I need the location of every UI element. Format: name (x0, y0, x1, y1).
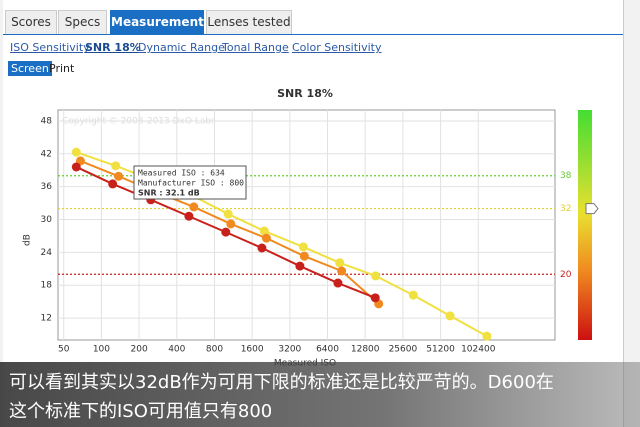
data-point (71, 162, 81, 172)
x-tick-label: 400 (168, 345, 185, 355)
x-tick-label: 3200 (278, 345, 301, 355)
tooltip-box (133, 165, 247, 200)
data-point (370, 293, 380, 303)
tab[interactable]: Lenses tested (206, 10, 292, 34)
tooltip-line: SNR : 32.1 dB (138, 189, 200, 198)
data-point (257, 243, 267, 253)
subtab[interactable]: Color Sensitivity (292, 41, 382, 54)
data-point (108, 179, 118, 189)
x-tick-label: 51200 (426, 345, 455, 355)
data-point (371, 271, 381, 281)
chart-title: SNR 18% (277, 87, 333, 100)
tooltip: Measured ISO : 634 Manufacturer ISO : 80… (133, 165, 247, 200)
subtab-active[interactable]: SNR 18% (85, 41, 141, 54)
y-tick-label: 18 (41, 281, 53, 291)
tooltip-line: Manufacturer ISO : 800 (138, 179, 244, 188)
threshold-label: 38 (560, 171, 572, 181)
data-point (223, 209, 233, 219)
tab-line (3, 34, 623, 35)
data-point (114, 171, 124, 181)
x-tick-label: 1600 (241, 345, 264, 355)
data-point (295, 261, 305, 271)
x-tick-label: 6400 (316, 345, 339, 355)
y-tick-label: 42 (41, 149, 52, 159)
subtab[interactable]: ISO Sensitivity (10, 41, 90, 54)
tab-active[interactable]: Measurements (110, 10, 211, 34)
data-point (189, 202, 199, 212)
data-point (445, 311, 455, 321)
plot-area (57, 109, 556, 341)
data-point (408, 290, 418, 300)
data-point (337, 266, 347, 276)
data-point (221, 227, 231, 237)
x-tick-label: 200 (131, 345, 148, 355)
caption-line: 这个标准下的ISO可用值只有800 (9, 401, 273, 422)
tab[interactable]: Scores (5, 10, 57, 34)
data-point (482, 331, 492, 341)
x-tick-label: 50 (58, 345, 70, 355)
x-tick-label: 102400 (461, 345, 496, 355)
x-tick-label: 25600 (389, 345, 418, 355)
data-point (184, 211, 194, 221)
caption: 可以看到其实以32dB作为可用下限的标准还是比较严苛的。D600在 这个标准下的… (0, 362, 640, 427)
subtab[interactable]: Dynamic Range (138, 41, 225, 54)
color-bar (578, 110, 592, 340)
data-point (299, 251, 309, 261)
data-point (333, 278, 343, 288)
subtab[interactable]: Tonal Range (222, 41, 289, 54)
x-tick-label: 12800 (351, 345, 380, 355)
data-point (298, 242, 308, 252)
threshold-label: 20 (560, 270, 572, 280)
y-tick-label: 24 (41, 248, 53, 258)
button-screen[interactable]: Screen (8, 61, 52, 76)
button-print[interactable]: Print (49, 62, 75, 75)
caption-line: 可以看到其实以32dB作为可用下限的标准还是比较严苛的。D600在 (9, 372, 554, 393)
y-tick-label: 30 (41, 215, 53, 225)
data-point (111, 161, 121, 171)
data-point (261, 233, 271, 243)
data-point (71, 147, 81, 157)
data-point (335, 258, 345, 268)
data-point (259, 226, 269, 236)
data-point (226, 219, 236, 229)
x-tick-label: 800 (206, 345, 223, 355)
y-tick-label: 12 (41, 314, 52, 324)
y-axis-label: dB (23, 234, 33, 246)
x-tick-label: 100 (93, 345, 110, 355)
y-tick-label: 36 (41, 182, 53, 192)
slider (585, 203, 599, 215)
tooltip-line: Measured ISO : 634 (138, 169, 225, 178)
threshold-label: 32 (560, 204, 571, 214)
tab[interactable]: Specs (58, 10, 107, 34)
y-tick-label: 48 (41, 116, 53, 126)
